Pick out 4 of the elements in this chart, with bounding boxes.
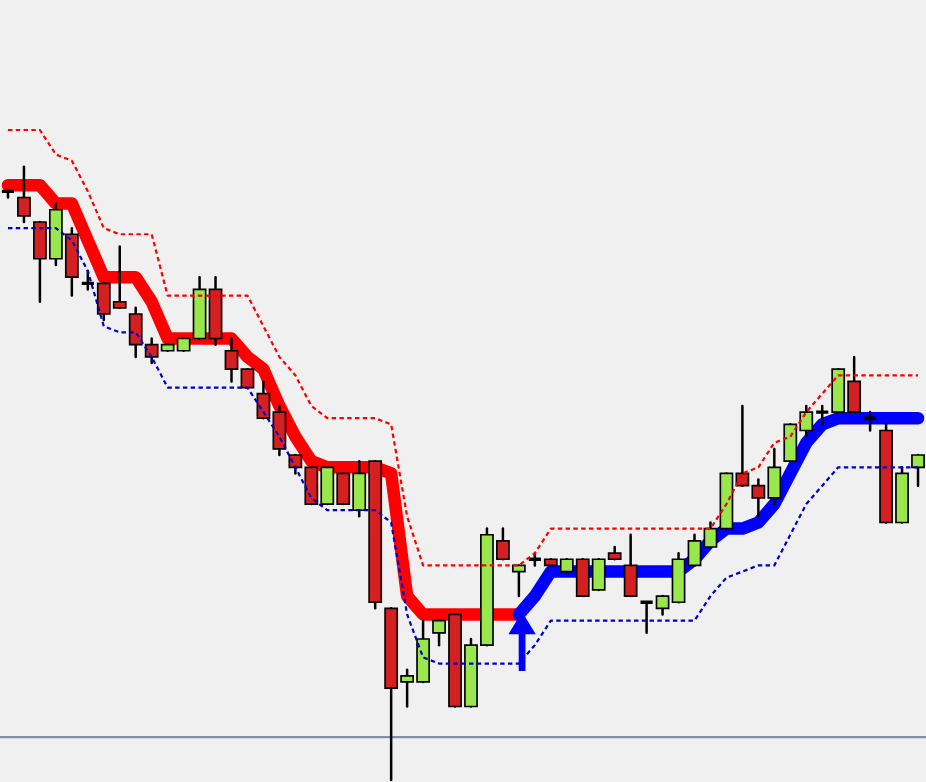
candlestick [17,165,31,224]
candlestick [623,533,638,598]
candlestick [911,453,925,487]
candlestick [862,410,878,432]
